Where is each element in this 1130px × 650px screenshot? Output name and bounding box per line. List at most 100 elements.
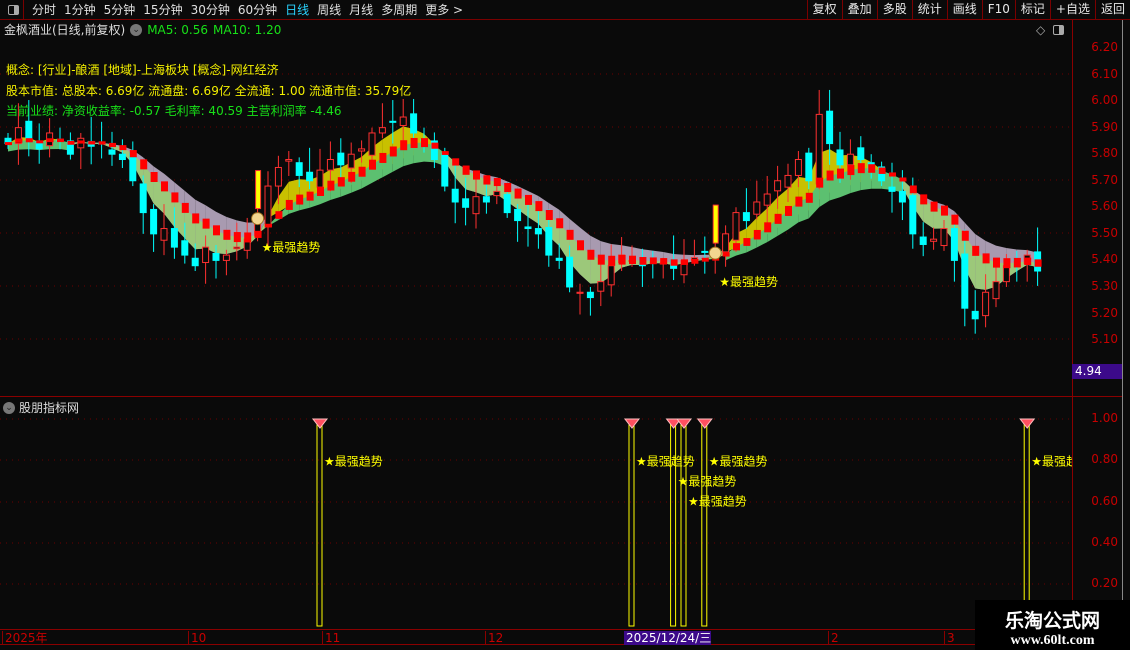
signal-label: ★最强趋势 <box>636 454 695 468</box>
ma-marker <box>171 192 179 203</box>
signal-label: ★最强趋势 <box>719 275 778 289</box>
candle-body <box>150 208 158 235</box>
ma-marker <box>743 238 751 246</box>
candle-body <box>326 159 334 171</box>
price-tick: 5.30 <box>1091 278 1118 293</box>
diamond-icon <box>311 418 329 429</box>
ma-marker <box>941 205 948 216</box>
ma-marker <box>649 257 657 265</box>
indicator-tick: 0.20 <box>1091 576 1118 590</box>
tab-period[interactable]: 分时 <box>32 3 57 17</box>
ma-marker <box>733 243 740 251</box>
panel-divider[interactable] <box>0 396 1122 397</box>
ma-marker <box>535 201 543 212</box>
capital-info: 股本市值: 总股本: 6.69亿 流通盘: 6.69亿 全流通: 1.00 流通… <box>6 84 412 98</box>
tab-period[interactable]: 15分钟 <box>143 3 183 17</box>
toolbar-action-button[interactable]: 标记 <box>1014 0 1050 20</box>
tab-period[interactable]: 更多 > <box>425 3 464 17</box>
tab-period[interactable]: 5分钟 <box>103 3 136 17</box>
candle-body <box>846 153 854 166</box>
tab-period[interactable]: 1分钟 <box>64 3 96 17</box>
candle-body <box>555 257 563 261</box>
ma-marker <box>961 230 969 241</box>
money-bag-icon <box>708 246 722 260</box>
toolbar-action-button[interactable]: 返回 <box>1094 0 1130 20</box>
tab-period[interactable]: 多周期 <box>381 3 418 17</box>
ma-marker <box>805 192 813 203</box>
ma-marker <box>566 229 574 240</box>
dropdown-icon[interactable]: ⌄ <box>3 401 15 414</box>
tab-period[interactable]: 30分钟 <box>190 3 230 17</box>
diamond-icon[interactable]: ◇ <box>1036 23 1046 37</box>
tab-period[interactable]: 月线 <box>349 3 374 17</box>
ma-marker <box>556 218 564 229</box>
candle-body <box>358 148 366 152</box>
candle-body <box>992 281 1000 300</box>
candle-body <box>482 196 490 203</box>
ma-marker <box>285 199 293 210</box>
toolbar-action-button[interactable]: 复权 <box>806 0 842 20</box>
price-tick: 5.40 <box>1091 252 1118 267</box>
ma-marker <box>296 194 304 205</box>
ma-marker <box>67 140 75 145</box>
tab-period[interactable]: 60分钟 <box>237 3 278 17</box>
buy-bar <box>255 170 262 210</box>
candle-body <box>129 152 137 182</box>
ma-marker <box>15 138 23 143</box>
ma-marker <box>358 166 366 177</box>
candle-body <box>857 147 865 161</box>
candle-body <box>566 256 574 288</box>
ma-marker <box>46 138 54 143</box>
ma-marker <box>857 163 865 174</box>
ma-marker <box>410 137 418 148</box>
price-tick: 5.60 <box>1091 199 1118 214</box>
candle-body <box>930 238 938 242</box>
toolbar-action-button[interactable]: 统计 <box>911 0 947 20</box>
toolbar-action-button[interactable]: F10 <box>981 0 1015 20</box>
panel-toggle-icon[interactable] <box>4 0 24 19</box>
ma-marker <box>254 230 262 238</box>
signal-label: ★最强趋势 <box>709 454 768 468</box>
candle-body <box>898 190 906 203</box>
price-tick: 5.80 <box>1091 146 1118 161</box>
ma-marker <box>837 168 844 179</box>
toolbar-action-button[interactable]: 叠加 <box>841 0 877 20</box>
ma-marker <box>525 194 532 205</box>
signal-bar <box>680 418 687 627</box>
candle-body <box>534 228 542 235</box>
candle-body <box>503 194 511 214</box>
dropdown-icon[interactable]: ⌄ <box>130 23 143 36</box>
signal-label: ★最强趋势 <box>688 494 747 508</box>
ma-marker <box>452 158 460 166</box>
stock-title: 金枫酒业(日线,前复权) <box>4 23 126 37</box>
kline-chart[interactable]: ★最强趋势★最强趋势★最强趋势★最强趋势★最强趋势★最强趋势★最强趋势★最强趋势 <box>0 0 1072 628</box>
ma-marker <box>233 232 241 243</box>
trend-ribbon-base <box>767 218 778 243</box>
candle-body <box>233 246 241 250</box>
ma-marker <box>265 223 272 228</box>
diamond-icon <box>665 418 682 429</box>
toolbar: 分时 1分钟 5分钟 15分钟 30分钟 60分钟 日线 周线 月线 多周期 更多 > 复权 叠加 多股… <box>0 0 1130 20</box>
candle-body <box>472 196 480 215</box>
candle-body <box>982 291 990 317</box>
candle-body <box>222 254 230 261</box>
toolbar-action-button[interactable]: 画线 <box>946 0 982 20</box>
ma-marker <box>379 152 387 163</box>
ma-marker <box>1003 258 1011 269</box>
side-panel-strip[interactable] <box>1122 20 1130 630</box>
ma-marker <box>337 177 345 187</box>
candle-body <box>139 183 147 214</box>
toolbar-action-button[interactable]: +自选 <box>1049 0 1095 20</box>
toolbar-action-button[interactable]: 多股 <box>876 0 912 20</box>
money-bag-icon <box>251 212 265 226</box>
chart-icons: ◇ <box>1036 23 1065 37</box>
tab-period[interactable]: 日线 <box>285 3 310 17</box>
indicator-tick: 0.60 <box>1091 493 1118 508</box>
candle-body <box>597 281 605 292</box>
tab-period[interactable]: 周线 <box>317 3 342 17</box>
current-price-label: 4.94 <box>1072 364 1122 379</box>
candle-body <box>66 140 74 155</box>
ma-marker <box>400 140 408 151</box>
ma-marker <box>670 259 678 266</box>
panel-toggle-icon[interactable] <box>1053 25 1065 35</box>
